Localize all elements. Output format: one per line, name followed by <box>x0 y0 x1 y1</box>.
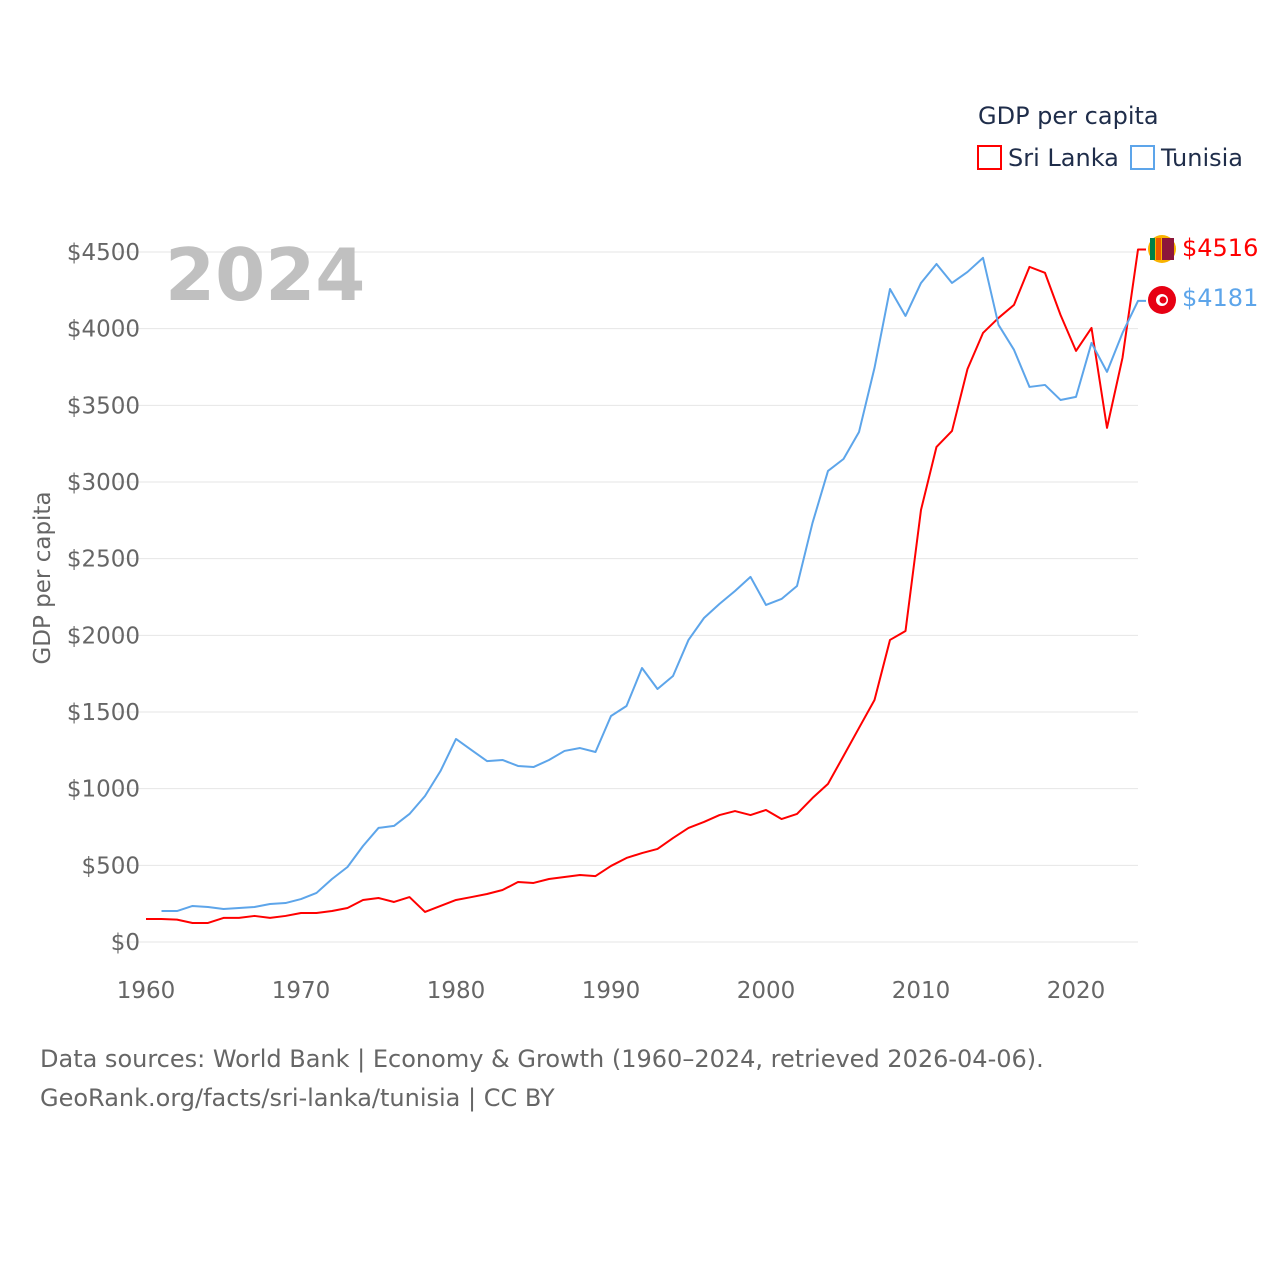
x-tick-label: 1960 <box>117 978 176 1004</box>
sri-lanka-end-label: $4516 <box>1182 234 1258 262</box>
sri-lanka-flag-icon <box>1148 235 1176 263</box>
y-axis-label: GDP per capita <box>30 491 56 664</box>
legend-swatch-sri-lanka <box>977 145 1002 170</box>
y-tick-label: $4000 <box>67 317 140 343</box>
series-line-tunisia <box>161 256 1146 913</box>
tunisia-flag-icon <box>1148 286 1176 314</box>
legend-swatch-tunisia <box>1130 145 1155 170</box>
y-tick-label: $4500 <box>67 240 140 266</box>
y-tick-label: $3500 <box>67 393 140 419</box>
x-tick-label: 1990 <box>582 978 641 1004</box>
year-watermark: 2024 <box>165 233 365 317</box>
legend-label-tunisia[interactable]: Tunisia <box>1160 144 1243 172</box>
legend-label-sri-lanka[interactable]: Sri Lanka <box>1008 144 1119 172</box>
y-tick-label: $1000 <box>67 777 140 803</box>
tunisia-end-label: $4181 <box>1182 284 1258 312</box>
footer-sources: Data sources: World Bank | Economy & Gro… <box>40 1045 1044 1073</box>
y-tick-label: $1500 <box>67 700 140 726</box>
legend-title: GDP per capita <box>978 102 1159 130</box>
x-tick-label: 2020 <box>1047 978 1106 1004</box>
y-tick-label: $0 <box>111 930 140 956</box>
x-tick-label: 1970 <box>272 978 331 1004</box>
y-tick-label: $2000 <box>67 623 140 649</box>
series-line-sri-lanka <box>146 248 1146 924</box>
x-tick-label: 2010 <box>892 978 951 1004</box>
x-tick-label: 1980 <box>427 978 486 1004</box>
y-tick-label: $3000 <box>67 470 140 496</box>
x-tick-label: 2000 <box>737 978 796 1004</box>
y-tick-label: $2500 <box>67 547 140 573</box>
y-tick-label: $500 <box>81 853 140 879</box>
footer-url: GeoRank.org/facts/sri-lanka/tunisia | CC… <box>40 1084 555 1112</box>
